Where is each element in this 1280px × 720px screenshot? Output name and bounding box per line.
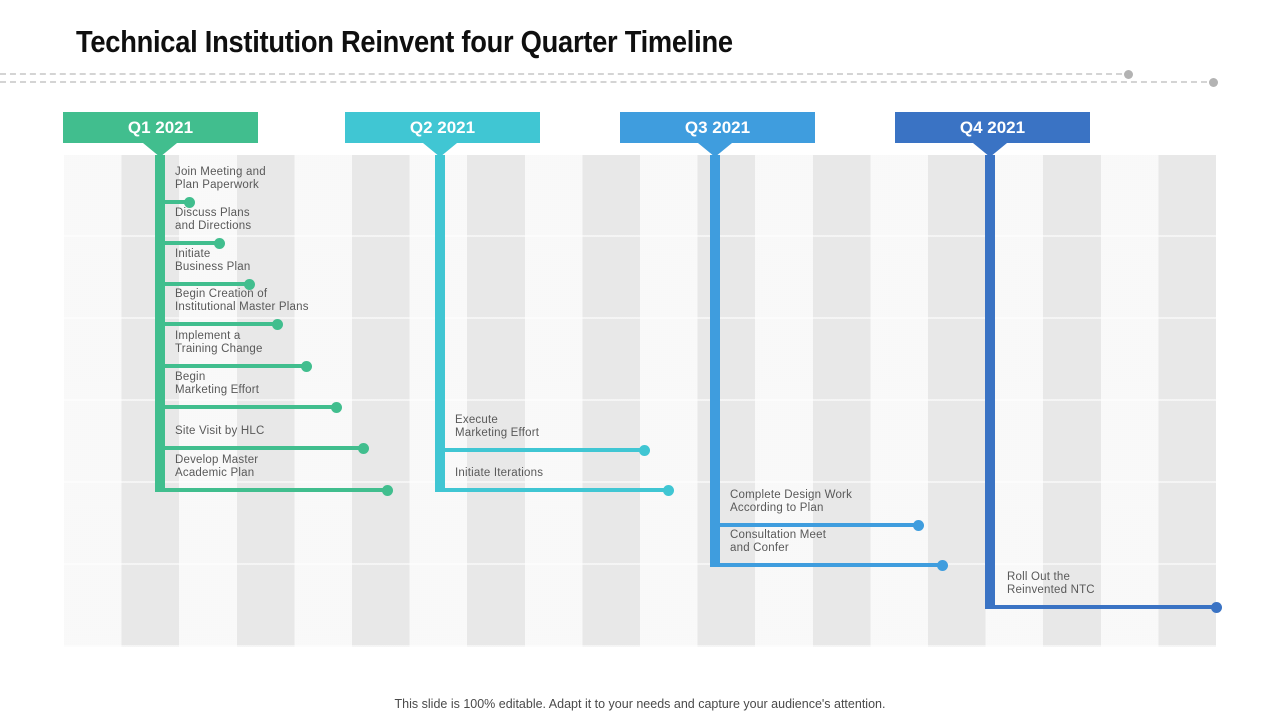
milestone-connector-q2-2	[435, 488, 668, 492]
milestone-label-q3-2: Consultation Meet and Confer	[730, 529, 827, 554]
milestone-connector-q1-1	[155, 200, 189, 204]
milestone-dot-q1-5	[301, 360, 312, 372]
quarter-header-q3: Q3 2021	[620, 112, 815, 143]
milestone-connector-q1-6	[155, 405, 336, 409]
quarter-timeline-bar-q3	[710, 155, 720, 567]
milestone-connector-q1-7	[155, 446, 363, 450]
milestone-dot-q1-3	[244, 278, 255, 290]
milestone-dot-q1-8	[382, 484, 393, 496]
milestone-label-q1-2: Discuss Plans and Directions	[175, 207, 252, 232]
quarter-header-q2: Q2 2021	[345, 112, 540, 143]
milestone-label-q1-5: Implement a Training Change	[175, 330, 263, 355]
milestone-label-q1-1: Join Meeting and Plan Paperwork	[175, 166, 266, 191]
milestone-label-q1-4: Begin Creation of Institutional Master P…	[175, 288, 309, 313]
slide-title: Technical Institution Reinvent four Quar…	[76, 24, 733, 59]
milestone-dot-q1-7	[358, 442, 369, 454]
divider-end-dot-bottom	[1209, 78, 1218, 87]
quarter-arrow-down-icon-q2	[423, 143, 457, 157]
milestone-dot-q4-1	[1211, 601, 1222, 613]
timeline-canvas	[64, 155, 1216, 647]
divider-end-dot-top	[1124, 70, 1133, 79]
quarter-timeline-bar-q4	[985, 155, 995, 609]
milestone-dot-q1-1	[184, 196, 195, 208]
milestone-connector-q1-8	[155, 488, 387, 492]
milestone-label-q1-7: Site Visit by HLC	[175, 425, 265, 437]
milestone-dot-q2-1	[639, 444, 650, 456]
milestone-connector-q3-1	[710, 523, 918, 527]
milestone-label-q2-2: Initiate Iterations	[455, 467, 544, 479]
milestone-connector-q1-3	[155, 282, 249, 286]
milestone-dot-q3-2	[937, 559, 948, 571]
milestone-connector-q3-2	[710, 563, 942, 567]
milestone-label-q1-6: Begin Marketing Effort	[175, 371, 260, 396]
quarter-arrow-down-icon-q1	[143, 143, 177, 157]
quarter-timeline-bar-q2	[435, 155, 445, 492]
quarter-header-q1: Q1 2021	[63, 112, 258, 143]
milestone-label-q1-8: Develop Master Academic Plan	[175, 454, 259, 479]
milestone-dot-q1-4	[272, 318, 283, 330]
milestone-connector-q1-4	[155, 322, 277, 326]
milestone-connector-q2-1	[435, 448, 644, 452]
slide-footer-note: This slide is 100% editable. Adapt it to…	[394, 697, 886, 711]
milestone-label-q2-1: Execute Marketing Effort	[455, 414, 540, 439]
milestone-connector-q4-1	[985, 605, 1216, 609]
milestone-dot-q2-2	[663, 484, 674, 496]
milestone-label-q1-3: Initiate Business Plan	[175, 248, 251, 273]
milestone-dot-q1-2	[214, 237, 225, 249]
milestone-label-q4-1: Roll Out the Reinvented NTC	[1007, 571, 1095, 596]
quarter-arrow-down-icon-q4	[973, 143, 1007, 157]
milestone-dot-q3-1	[913, 519, 924, 531]
dashed-divider-top	[0, 73, 1122, 75]
quarter-arrow-down-icon-q3	[698, 143, 732, 157]
milestone-connector-q1-5	[155, 364, 306, 368]
dashed-divider-bottom	[0, 81, 1207, 83]
milestone-label-q3-1: Complete Design Work According to Plan	[730, 489, 853, 514]
milestone-dot-q1-6	[331, 401, 342, 413]
milestone-connector-q1-2	[155, 241, 219, 245]
quarter-header-q4: Q4 2021	[895, 112, 1090, 143]
